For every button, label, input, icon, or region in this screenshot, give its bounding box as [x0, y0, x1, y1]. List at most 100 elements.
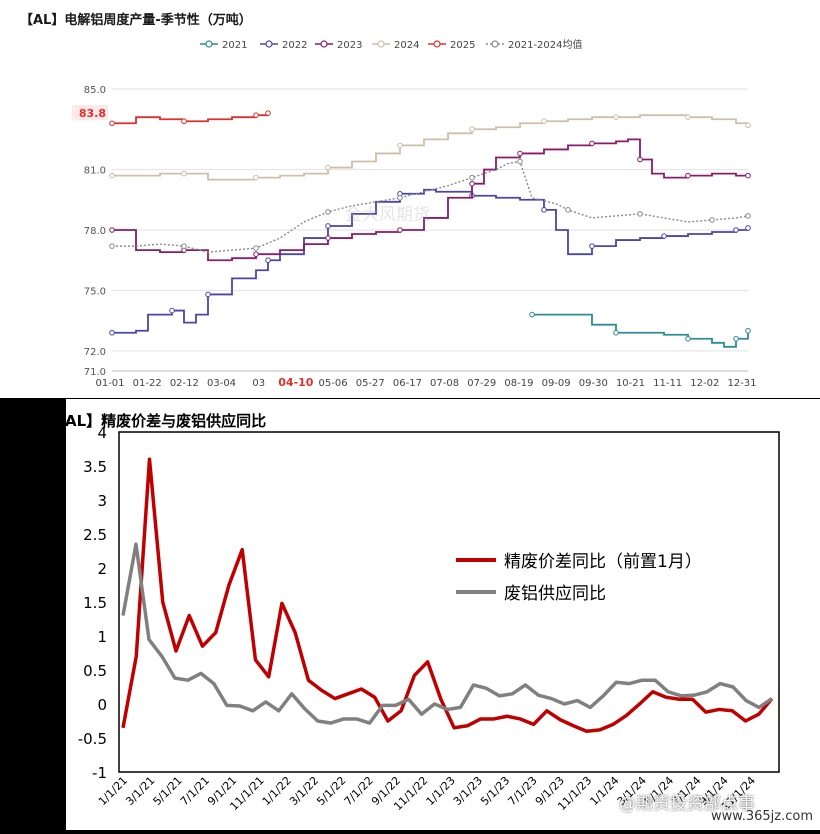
x-tick-label: 1/1/23 [424, 774, 458, 808]
series-marker [325, 209, 331, 215]
legend-marker [265, 40, 273, 48]
series-marker [709, 217, 715, 223]
series-marker [637, 211, 643, 217]
series-marker [265, 257, 271, 264]
x-tick-label: 7/1/21 [178, 774, 212, 808]
series-marker [733, 335, 739, 342]
chart-panel-scrap-spread: -1 -0.5 0 0.5 1 1.5 2 2.5 3 3.5 4 1/1/21 3/1/21 5/1/2… [50, 399, 820, 830]
series-marker [745, 213, 751, 219]
x-tick-label: 3/1/22 [287, 774, 321, 808]
y-tick-label: 78.0 [84, 226, 106, 237]
series-line-1 [121, 542, 773, 725]
chart1-title: 【AL】电解铝周度产量-季节性（万吨） [20, 13, 252, 28]
series-marker [517, 158, 523, 165]
legend-label: 2025 [450, 40, 475, 51]
series-marker [613, 329, 619, 336]
series-marker [613, 114, 619, 120]
legend-label: 2024 [394, 40, 419, 51]
series-marker [685, 172, 691, 179]
x-tick-label: 7/1/23 [505, 774, 539, 808]
plot-frame [118, 431, 780, 773]
x-tick-label: 08-19 [504, 378, 533, 389]
x-tick-label: 09-09 [542, 378, 571, 389]
series-marker [325, 223, 331, 229]
series-marker [397, 142, 403, 149]
series-marker [685, 114, 691, 120]
y-tick-label: 75.0 [84, 286, 106, 297]
series-line-4 [112, 113, 269, 125]
y-tick-label: -0.5 [78, 730, 107, 748]
y-tick-label: 2 [97, 560, 107, 578]
x-tick-label: 1/1/24 [587, 774, 621, 808]
legend-label: 2021 [222, 40, 247, 51]
series-marker [253, 251, 259, 257]
y-tick-label: 1.5 [83, 594, 107, 612]
x-tick-label: 05-06 [319, 378, 348, 389]
series-marker [397, 194, 403, 201]
series-line-5 [112, 160, 749, 253]
legend-label: 废铝供应同比 [504, 584, 606, 604]
series-line-0 [121, 457, 774, 733]
x-tick-label: 11-11 [653, 378, 682, 389]
y-tick-label: -1 [92, 764, 107, 782]
x-tick-label: 7/1/22 [342, 774, 376, 808]
series-line-0 [532, 313, 749, 348]
series-marker [325, 164, 331, 171]
y-tick-label: 3.5 [83, 458, 107, 476]
series-marker [685, 335, 691, 342]
watermark-top: 金大风期货 [345, 205, 430, 225]
series-marker [109, 120, 115, 127]
series-marker [181, 118, 187, 125]
x-tick-label: 03 [252, 378, 265, 389]
x-tick-label: 02-12 [170, 378, 199, 389]
series-marker [397, 227, 403, 233]
chart2-title: 【AL】精废价差与废铝供应同比 [50, 412, 267, 430]
series-marker [253, 174, 259, 181]
x-tick-label: 12-31 [727, 378, 756, 389]
legend-marker [433, 40, 441, 48]
y-tick-label: 85.0 [84, 85, 106, 96]
x-tick-label: 3/1/21 [123, 774, 157, 808]
highlight-label-bg [72, 105, 108, 121]
series-marker [745, 327, 751, 334]
series-marker [745, 172, 751, 179]
x-tick-label: 12-02 [690, 378, 719, 389]
series-marker [109, 329, 115, 336]
y-tick-label: 71.0 [84, 367, 106, 378]
x-tick-label: 5/1/22 [314, 774, 348, 808]
series-marker [169, 307, 175, 314]
x-tick-label: 01-22 [133, 378, 162, 389]
watermark-bottom: @期货投资部点事 [619, 794, 755, 814]
y-tick-label: 0.5 [83, 662, 107, 680]
series-marker [637, 156, 643, 163]
legend-label: 2022 [282, 40, 307, 51]
y-tick-label: 1 [97, 628, 107, 646]
chart-panel-seasonal: 71.0 72.0 75.0 78.0 81.0 85.0 83.8 01-01 01-22 02… [0, 0, 820, 398]
series-marker [109, 227, 115, 233]
y-tick-label: 72.0 [84, 347, 106, 358]
legend-marker [377, 40, 385, 48]
x-tick-label: 07-29 [467, 378, 496, 389]
series-marker [109, 243, 115, 249]
x-tick-label: 1/1/22 [260, 774, 294, 808]
x-tick-label: 06-17 [393, 378, 422, 389]
y-tick-label: 4 [97, 424, 107, 442]
y-tick-label: 2.5 [83, 526, 107, 544]
scrap-spread-chart: -1-0.500.511.522.533.541/1/213/1/215/1/2… [78, 424, 780, 813]
series-marker [469, 174, 475, 181]
highlight-label: 83.8 [79, 107, 106, 120]
series-marker [733, 227, 739, 233]
legend-marker [320, 40, 328, 48]
x-tick-label: 05-27 [356, 378, 385, 389]
seasonal-chart: 71.0 72.0 75.0 78.0 81.0 85.0 83.8 01-01 01-22 02… [72, 38, 757, 389]
series-marker [589, 140, 595, 147]
y-tick-label: 3 [97, 492, 107, 510]
x-tick-label: 5/1/23 [478, 774, 512, 808]
series-marker [745, 225, 751, 231]
watermark-site: www.365jz.com [711, 809, 813, 824]
y-tick-label: 81.0 [84, 166, 106, 177]
x-tick-label: 04-10 [278, 376, 314, 389]
x-tick-label: 07-08 [430, 378, 459, 389]
series-marker [265, 110, 271, 116]
series-marker [181, 243, 187, 249]
